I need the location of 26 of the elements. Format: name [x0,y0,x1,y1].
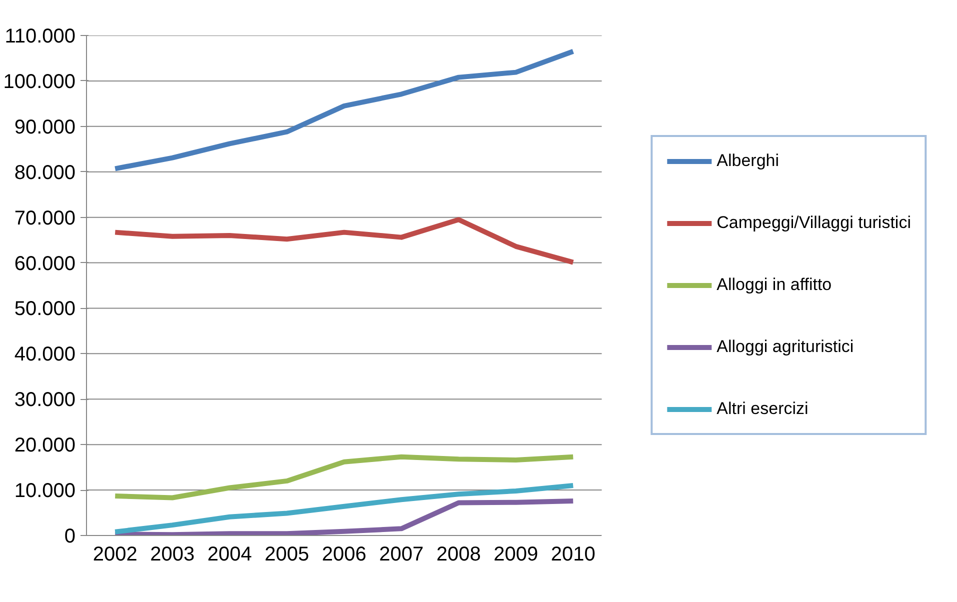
y-tick-label: 40.000 [14,344,76,366]
x-tick-label: 2002 [92,544,138,566]
legend-label: Alberghi [716,151,780,171]
x-tick-label: 2004 [207,544,252,566]
legend-label: Campeggi/Villaggi turistici [716,213,911,233]
y-tick-label: 70.000 [14,207,76,230]
x-tick-label: 2005 [264,544,310,566]
legend-label: Alloggi in affitto [716,275,832,295]
y-tick-label: 20.000 [14,434,76,457]
y-tick-label: 80.000 [14,162,76,184]
y-tick-label: 30.000 [14,389,76,412]
x-tick-label: 2009 [494,544,538,566]
y-tick-label: 60.000 [14,252,76,275]
x-tick-label: 2007 [379,544,424,566]
y-tick-label: 0 [64,526,76,548]
y-tick-label: 90.000 [14,116,76,138]
x-tick-label: 2006 [322,544,366,566]
x-tick-label: 2003 [150,544,195,566]
legend-label: Alloggi agrituristici [716,337,854,357]
y-tick-label: 110.000 [4,26,76,48]
y-tick-label: 10.000 [14,480,76,502]
legend-label: Altri esercizi [716,399,808,419]
y-tick-label: 100.000 [3,70,76,93]
x-tick-label: 2010 [550,544,596,566]
y-tick-label: 50.000 [14,298,76,320]
x-tick-label: 2008 [436,544,481,566]
